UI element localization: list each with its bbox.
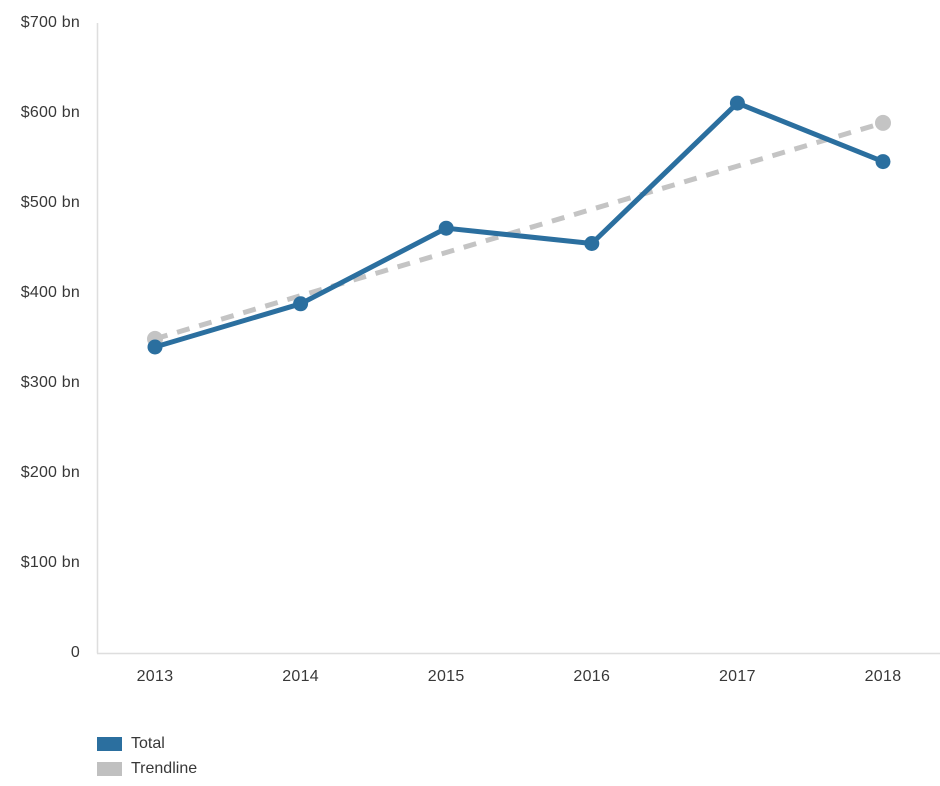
y-tick-label-0: 0 (70, 644, 80, 661)
data-point-trendline-2018 (875, 114, 891, 131)
y-tick-label-700: $700 bn (20, 14, 80, 31)
y-tick-label-300: $300 bn (20, 374, 80, 391)
x-tick-label-2017: 2017 (718, 668, 756, 685)
x-tick-label-2014: 2014 (282, 668, 319, 685)
data-point-total-2018 (875, 154, 891, 170)
legend-label-total: Total (131, 735, 165, 752)
data-point-total-2014 (293, 296, 309, 312)
legend: Total Trendline (97, 736, 197, 786)
data-point-total-2015 (438, 220, 454, 236)
y-tick-label-400: $400 bn (20, 284, 80, 301)
data-point-total-2013 (147, 339, 163, 355)
data-point-total-2016 (584, 236, 600, 251)
series-line-trendline (154, 120, 884, 342)
legend-label-trendline: Trendline (131, 760, 198, 777)
x-tick-label-2015: 2015 (427, 668, 465, 685)
y-tick-label-200: $200 bn (20, 464, 80, 481)
x-tick-label-2013: 2013 (136, 668, 174, 685)
y-tick-label-100: $100 bn (20, 554, 80, 571)
legend-swatch-total (97, 736, 122, 751)
x-tick-label-2016: 2016 (573, 668, 611, 685)
legend-item-total: Total (97, 735, 197, 752)
legend-item-trendline: Trendline (97, 760, 198, 777)
data-point-total-2017 (729, 95, 745, 111)
y-tick-label-500: $500 bn (20, 194, 80, 211)
x-tick-label-2018: 2018 (864, 668, 902, 685)
series-line-total (154, 100, 884, 350)
legend-swatch-trendline (97, 761, 122, 776)
y-tick-label-600: $600 bn (20, 104, 80, 121)
